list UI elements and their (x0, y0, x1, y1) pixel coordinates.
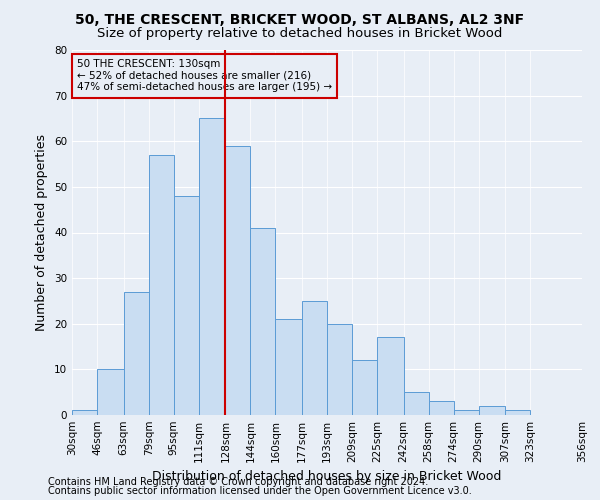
Bar (377, 338, 404, 415)
Bar (404, 392, 428, 415)
Bar (199, 118, 226, 415)
Bar (149, 155, 173, 415)
Text: 50, THE CRESCENT, BRICKET WOOD, ST ALBANS, AL2 3NF: 50, THE CRESCENT, BRICKET WOOD, ST ALBAN… (76, 12, 524, 26)
Bar (124, 292, 149, 415)
Text: Size of property relative to detached houses in Bricket Wood: Size of property relative to detached ho… (97, 28, 503, 40)
Bar (173, 196, 199, 415)
Bar (226, 146, 250, 415)
Bar (275, 319, 302, 415)
Text: Contains public sector information licensed under the Open Government Licence v3: Contains public sector information licen… (48, 486, 472, 496)
Bar (352, 360, 377, 415)
Bar (505, 410, 530, 415)
Text: Contains HM Land Registry data © Crown copyright and database right 2024.: Contains HM Land Registry data © Crown c… (48, 477, 428, 487)
Bar (327, 324, 352, 415)
Bar (250, 228, 275, 415)
Y-axis label: Number of detached properties: Number of detached properties (35, 134, 49, 331)
X-axis label: Distribution of detached houses by size in Bricket Wood: Distribution of detached houses by size … (152, 470, 502, 484)
Bar (72, 410, 97, 415)
Bar (97, 370, 124, 415)
Bar (428, 402, 454, 415)
Bar (479, 406, 505, 415)
Bar (302, 301, 327, 415)
Text: 50 THE CRESCENT: 130sqm
← 52% of detached houses are smaller (216)
47% of semi-d: 50 THE CRESCENT: 130sqm ← 52% of detache… (77, 59, 332, 92)
Bar (454, 410, 479, 415)
